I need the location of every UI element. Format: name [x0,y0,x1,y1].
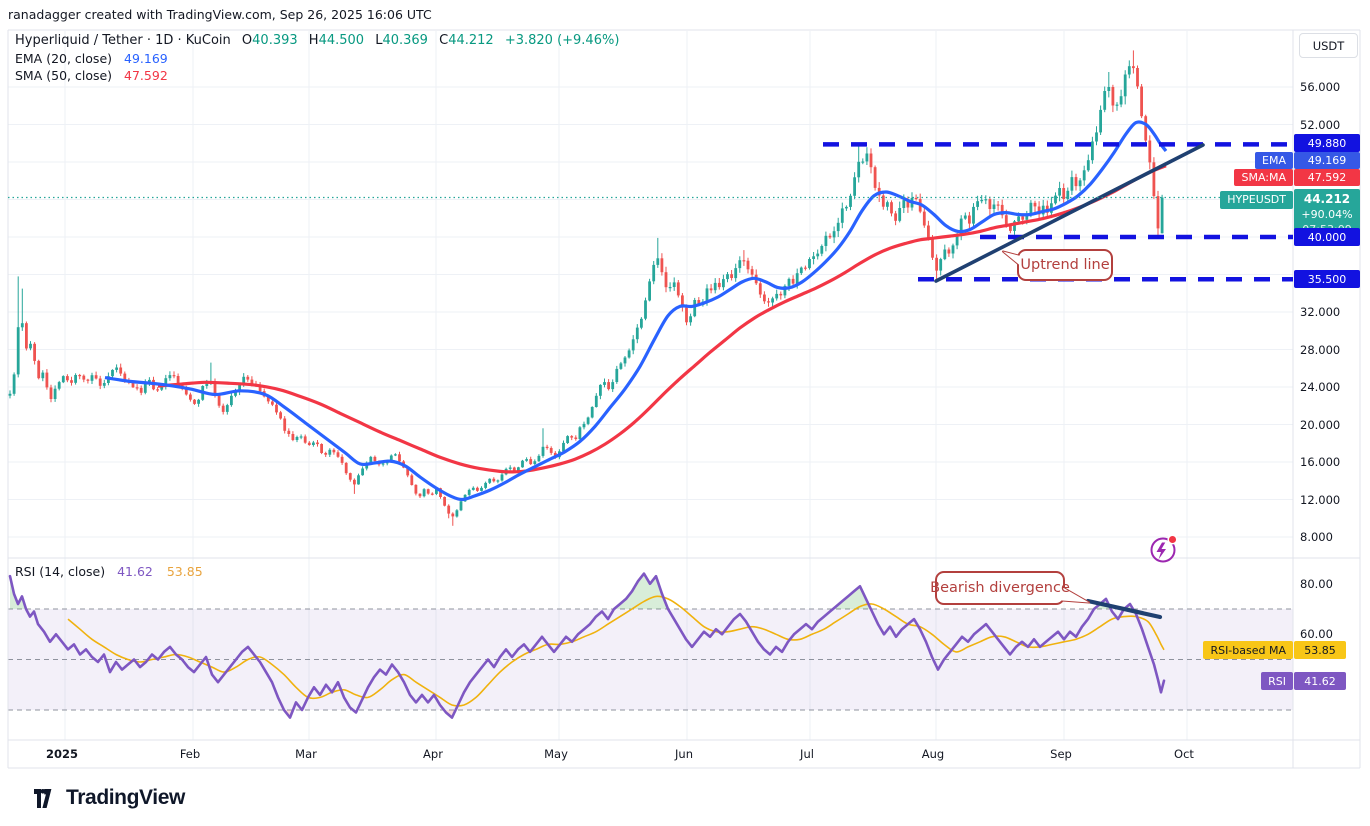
rsi-legend-value: 41.62 [117,564,153,579]
open-value: 40.393 [252,33,298,48]
candles[interactable] [8,50,1164,526]
rsi-ma-value-chip: 53.85 [1294,641,1346,659]
high-label: H [308,33,319,48]
sma-price-chip: 47.592 [1294,169,1360,186]
time-axis-label: 2025 [45,747,79,761]
symbol-tag: HYPEUSDT [1220,190,1293,209]
support-low-price-chip: 35.500 [1294,270,1360,288]
open-label: O [241,33,253,48]
ema-tag: EMA [1255,152,1293,169]
close-label: C [439,33,449,48]
tradingview-logo-icon [34,789,52,808]
price-axis-tick: 52.000 [1300,117,1341,132]
rsi-axis-tick: 80.00 [1300,576,1333,591]
rsi-ma-tag: RSI-based MA [1203,641,1293,659]
time-axis-label: Mar [295,747,317,761]
bearish-divergence-annotation[interactable]: Bearish divergence [930,580,1070,596]
price-axis-tick: 20.000 [1300,417,1341,432]
rsi-legend-label: RSI (14, close) [15,564,106,579]
rsi-legend-row[interactable]: RSI (14, close) 41.62 53.85 [15,564,203,579]
uptrend-trendline[interactable] [934,143,1205,283]
time-axis-label: Sep [1050,747,1072,761]
period-change-pct: +90.04% [1301,208,1353,221]
rsi-axis-tick: 60.00 [1300,627,1333,642]
ema-legend-label: EMA (20, close) [15,51,113,66]
time-axis-label: Jul [800,747,814,761]
time-axis-label: Feb [179,747,201,761]
price-axis-tick: 32.000 [1300,305,1341,319]
price-axis-tick: 12.000 [1300,492,1341,507]
high-value: 44.500 [318,33,365,48]
currency-usdt-button[interactable]: USDT [1299,33,1358,58]
price-axis-tick: 8.000 [1300,530,1333,544]
price-axis-tick: 24.000 [1300,380,1341,394]
sma-legend-value: 47.592 [124,68,168,83]
uptrend-line-annotation[interactable]: Uptrend line [1020,257,1110,273]
last-price-value: 44.212 [1303,192,1351,206]
time-axis-label: Aug [921,747,945,761]
change-value: +3.820 (+9.46%) [504,33,620,48]
time-axis-label: May [544,747,568,761]
ema-legend-row[interactable]: EMA (20, close) 49.169 [15,51,168,66]
creator-credit: ranadagger created with TradingView.com,… [8,7,432,22]
symbol-legend-row[interactable]: Hyperliquid / Tether · 1D · KuCoin O40.3… [15,33,619,48]
price-axis-tick: 16.000 [1300,455,1341,469]
tradingview-logo-text: TradingView [66,786,185,809]
sma-line[interactable] [157,164,1167,474]
tradingview-logo[interactable]: TradingView [30,784,185,812]
ema-price-chip: 49.169 [1294,152,1360,169]
support-mid-price-chip: 40.000 [1294,228,1360,246]
rsi-line[interactable] [8,572,1166,719]
sma-legend-row[interactable]: SMA (50, close) 47.592 [15,68,168,83]
sma-legend-label: SMA (50, close) [15,68,113,83]
symbol-title: Hyperliquid / Tether · 1D · KuCoin [15,33,231,48]
rsi-pane[interactable] [8,572,1293,719]
ema-line[interactable] [104,120,1168,502]
flash-events-icon[interactable] [1150,534,1178,563]
drawings[interactable] [8,142,1293,605]
pane-borders [7,29,1361,769]
rsi-value-chip: 41.62 [1294,672,1346,690]
time-axis-label: Jun [675,747,693,761]
rsi-tag: RSI [1261,672,1293,690]
price-axis-tick: 28.000 [1300,342,1341,357]
close-value: 44.212 [448,33,494,48]
rsi-ma-legend-value: 53.85 [166,564,203,579]
rsi-ma-line[interactable] [67,595,1165,707]
resistance-price-chip: 49.880 [1294,134,1360,152]
time-axis-label: Apr [423,747,443,761]
sma-tag: SMA:MA [1234,169,1293,186]
rsi-divergence-trendline[interactable] [1085,598,1163,620]
price-axis-tick: 56.000 [1300,80,1341,94]
low-value: 40.369 [382,33,428,48]
ema-legend-value: 49.169 [124,51,168,66]
time-axis-label: Oct [1174,747,1194,761]
low-label: L [375,33,383,48]
